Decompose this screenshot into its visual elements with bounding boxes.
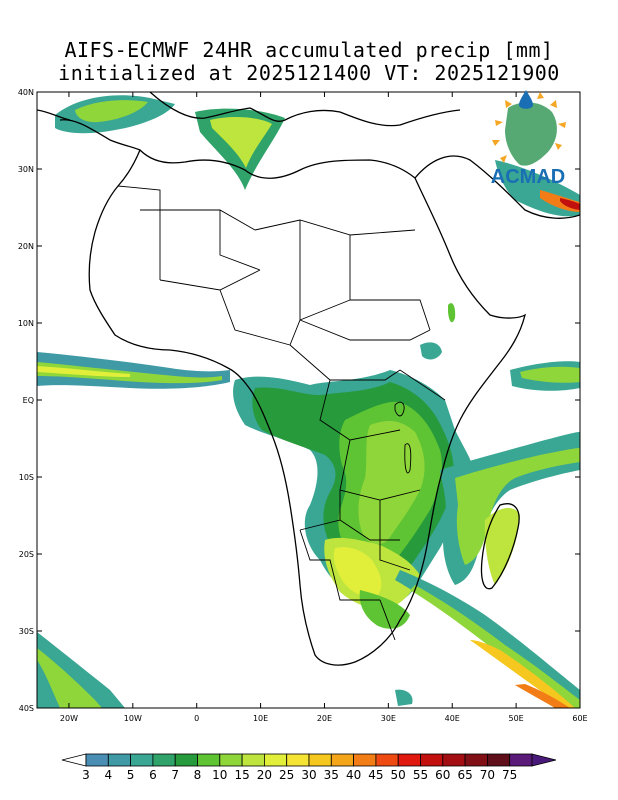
lat-label: 10S xyxy=(19,473,34,482)
lat-label: 20N xyxy=(18,242,34,251)
precip-southern-africa-yellow xyxy=(333,547,382,597)
colorbar-swatch xyxy=(330,753,354,767)
logo-drop xyxy=(519,90,533,109)
chart-title-line1: AIFS-ECMWF 24HR accumulated precip [mm] xyxy=(64,38,554,62)
precip-ethiopia xyxy=(420,342,442,360)
lat-label: 40N xyxy=(18,88,34,97)
lon-label: 20W xyxy=(60,714,78,723)
lon-label: 60E xyxy=(572,714,587,723)
colorbar-label: 4 xyxy=(104,768,112,782)
colorbar-swatch xyxy=(130,753,154,767)
colorbar-under-arrow xyxy=(61,753,87,767)
colorbar-swatch xyxy=(375,753,399,767)
chart-title-line2: initialized at 2025121400 VT: 2025121900 xyxy=(58,61,560,85)
precip-band-indian-se-core xyxy=(410,585,580,708)
colorbar-over-arrow xyxy=(531,753,557,767)
colorbar-label: 20 xyxy=(257,768,272,782)
colorbar-swatch xyxy=(107,753,132,767)
colorbar-label: 35 xyxy=(324,768,339,782)
lat-label: 20S xyxy=(19,550,34,559)
lon-label: 50E xyxy=(509,714,524,723)
madagascar-coastline xyxy=(480,503,520,590)
colorbar xyxy=(61,753,557,767)
lat-label: 30N xyxy=(18,165,34,174)
lon-label: 10E xyxy=(253,714,268,723)
colorbar-label: 8 xyxy=(194,768,202,782)
colorbar-swatch xyxy=(174,753,198,767)
africa-coastline xyxy=(59,119,527,666)
europe-coastline xyxy=(37,92,461,127)
colorbar-label: 15 xyxy=(234,768,249,782)
precip-band-atlantic-yellow xyxy=(37,366,130,377)
colorbar-swatch xyxy=(85,753,109,767)
border-line xyxy=(117,185,446,641)
precip-band-algeria-core xyxy=(210,117,272,168)
colorbar-label: 75 xyxy=(502,768,517,782)
colorbar-label: 40 xyxy=(346,768,361,782)
precip-central-africa-lime xyxy=(358,420,425,545)
colorbar-label: 10 xyxy=(212,768,227,782)
lat-labels: 40N 30N 20N 10N EQ 10S 20S 30S 40S xyxy=(18,88,34,713)
lon-label: 0 xyxy=(194,714,199,723)
lon-label: 10W xyxy=(124,714,142,723)
colorbar-label: 25 xyxy=(279,768,294,782)
colorbar-swatch xyxy=(286,753,310,767)
precip-band-south-atlantic-core xyxy=(37,648,102,708)
precip-madagascar-island xyxy=(484,508,520,585)
lon-label: 20E xyxy=(317,714,332,723)
precip-band-madagascar-core xyxy=(455,448,580,565)
precip-band-indian-se-yellow xyxy=(470,640,575,708)
lon-label: 30E xyxy=(381,714,396,723)
colorbar-labels: 3 4 5 6 7 8 10 15 20 25 30 35 40 45 50 55 60 65 70 75 xyxy=(82,768,517,782)
logo-text: ACMAD xyxy=(491,166,565,188)
lon-label: 40E xyxy=(445,714,460,723)
lakes xyxy=(394,401,412,474)
colorbar-swatch xyxy=(219,753,243,767)
lon-labels: 20W 10W 0 10E 20E 30E 40E 50E 60E xyxy=(60,714,588,723)
country-borders xyxy=(117,185,446,641)
colorbar-swatch xyxy=(197,753,221,767)
colorbar-label: 50 xyxy=(391,768,406,782)
colorbar-label: 55 xyxy=(413,768,428,782)
colorbar-label: 3 xyxy=(82,768,90,782)
colorbar-swatch xyxy=(442,753,466,767)
axis-ticks xyxy=(37,91,581,709)
arabia-coastline xyxy=(414,155,580,219)
precip-band-atlantic-core xyxy=(37,362,222,384)
colorbar-swatch xyxy=(397,753,421,767)
acmad-logo: ACMAD xyxy=(491,90,566,188)
colorbar-label: 60 xyxy=(435,768,450,782)
colorbar-swatch xyxy=(353,753,377,767)
colorbar-swatch xyxy=(241,753,265,767)
precip-red-sea xyxy=(448,303,456,323)
colorbar-swatch xyxy=(464,753,488,767)
precip-band-indian-se-orange xyxy=(515,684,570,708)
colorbar-swatch xyxy=(486,753,511,767)
precip-field xyxy=(37,95,580,708)
colorbar-label: 70 xyxy=(480,768,495,782)
lat-label: 10N xyxy=(18,319,34,328)
precip-south-tip xyxy=(395,689,413,706)
colorbar-label: 7 xyxy=(171,768,179,782)
precip-band-mideast-red xyxy=(560,198,580,210)
colorbar-swatch xyxy=(420,753,444,767)
logo-rays xyxy=(492,92,566,163)
coastlines xyxy=(37,92,580,666)
lat-label: 30S xyxy=(19,627,34,636)
precip-band-mediterranean-core xyxy=(75,100,148,123)
colorbar-label: 45 xyxy=(368,768,383,782)
colorbar-label: 65 xyxy=(457,768,472,782)
lat-label: 40S xyxy=(19,704,34,713)
colorbar-label: 30 xyxy=(301,768,316,782)
colorbar-swatch xyxy=(308,753,332,767)
colorbar-swatch xyxy=(152,753,176,767)
colorbar-label: 5 xyxy=(127,768,135,782)
colorbar-label: 6 xyxy=(149,768,157,782)
colorbar-swatch xyxy=(509,753,533,767)
logo-africa-shape xyxy=(505,102,557,166)
precip-band-indian-north-core xyxy=(520,366,580,383)
colorbar-swatch xyxy=(263,753,288,767)
lat-label: EQ xyxy=(23,396,34,405)
